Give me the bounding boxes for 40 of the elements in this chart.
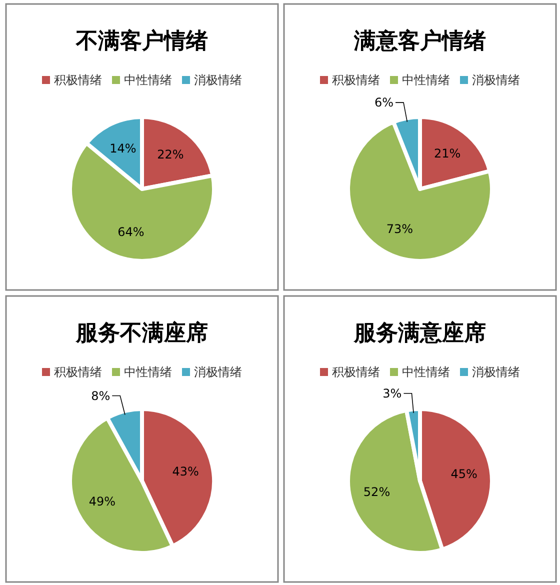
legend-item: 消极情绪	[182, 365, 242, 379]
data-label: 3%	[382, 386, 402, 400]
legend-item: 积极情绪	[320, 365, 380, 379]
legend-label: 积极情绪	[54, 365, 102, 379]
legend-label: 积极情绪	[332, 365, 380, 379]
legend-item: 积极情绪	[320, 73, 380, 87]
legend-item: 积极情绪	[42, 73, 102, 87]
legend-label: 中性情绪	[402, 365, 450, 379]
data-label: 22%	[157, 148, 184, 162]
chart-title: 服务满意座席	[353, 320, 486, 346]
data-label: 14%	[110, 142, 136, 156]
legend-label: 消极情绪	[472, 365, 520, 379]
legend-item: 消极情绪	[460, 73, 520, 87]
chart-title: 满意客户情绪	[353, 28, 486, 54]
chart-title: 不满客户情绪	[75, 28, 208, 54]
legend-label: 中性情绪	[124, 365, 172, 379]
data-label: 43%	[172, 464, 199, 478]
legend-label: 消极情绪	[472, 73, 520, 87]
data-label: 52%	[363, 485, 390, 500]
legend-item: 积极情绪	[42, 365, 102, 379]
legend-item: 中性情绪	[112, 365, 172, 379]
legend-item: 中性情绪	[390, 365, 450, 379]
data-label: 73%	[386, 222, 414, 236]
data-label: 8%	[91, 388, 110, 403]
legend-item: 中性情绪	[390, 73, 450, 87]
data-label: 45%	[450, 467, 478, 482]
data-label: 64%	[118, 225, 144, 240]
legend-label: 中性情绪	[402, 73, 450, 87]
chart-title: 服务不满座席	[75, 320, 208, 346]
legend-label: 积极情绪	[332, 73, 380, 87]
legend-item: 消极情绪	[182, 73, 242, 87]
data-label: 21%	[434, 146, 461, 161]
legend-item: 中性情绪	[112, 73, 172, 87]
legend-label: 中性情绪	[124, 73, 172, 87]
legend-label: 消极情绪	[194, 73, 242, 87]
data-label: 6%	[374, 96, 394, 110]
legend-label: 积极情绪	[54, 73, 102, 87]
legend-label: 消极情绪	[194, 365, 242, 379]
data-label: 49%	[88, 494, 116, 508]
legend-item: 消极情绪	[460, 365, 520, 379]
